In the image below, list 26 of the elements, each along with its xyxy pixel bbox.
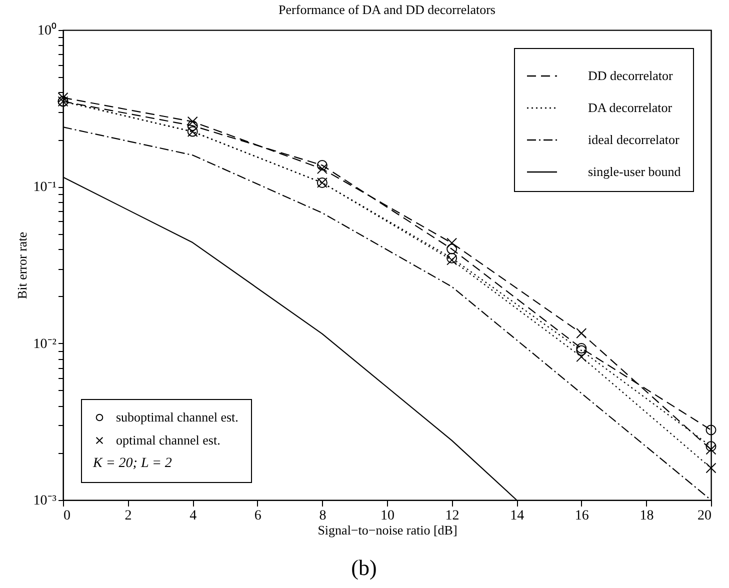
- y-tick-label: 10⁻³: [33, 494, 56, 508]
- legend-label: single-user bound: [588, 164, 682, 179]
- x-tick-label: 20: [698, 508, 712, 524]
- y-axis-title: Bit error rate: [14, 232, 30, 300]
- chart-title: Performance of DA and DD decorrelators: [278, 2, 496, 17]
- legend-label: DA decorrelator: [588, 100, 673, 115]
- legend-label: ideal decorrelator: [588, 132, 680, 147]
- x-tick-label: 2: [124, 508, 132, 524]
- x-tick-label: 18: [640, 508, 654, 524]
- y-tick-label: 10⁻¹: [33, 180, 56, 196]
- x-tick-label: 0: [64, 508, 70, 524]
- text: (b): [351, 555, 377, 580]
- x-tick-label: 8: [319, 508, 326, 524]
- y-tick-label: 10⁻²: [33, 336, 56, 352]
- x-axis-title: Signal−to−noise ratio [dB]: [318, 522, 458, 538]
- y-tick-label: 10⁰: [38, 22, 56, 38]
- x-tick-label: 14: [510, 508, 524, 524]
- x-tick-label: 12: [445, 508, 460, 524]
- legend-label: suboptimal channel est.: [116, 410, 238, 424]
- x-tick-label: 16: [574, 508, 589, 524]
- x-tick-label: 10: [380, 508, 394, 524]
- legend-label: DD decorrelator: [588, 68, 674, 83]
- legend-label: optimal channel est.: [116, 432, 220, 448]
- x-tick-label: 4: [190, 508, 197, 524]
- annotation: K = 20; L = 2: [92, 456, 172, 471]
- x-tick-label: 6: [254, 508, 262, 524]
